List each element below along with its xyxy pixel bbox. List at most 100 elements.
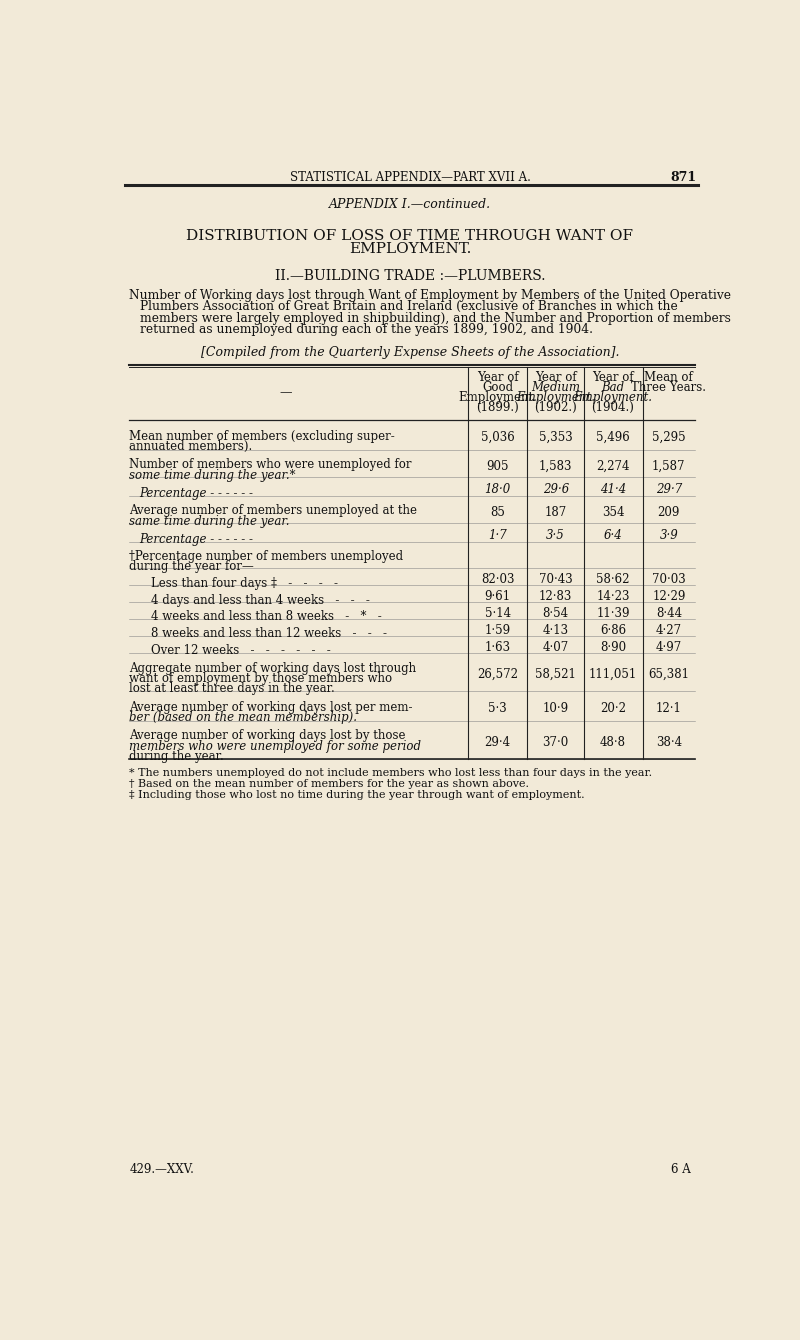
Text: same time during the year.: same time during the year. (130, 515, 290, 528)
Text: 11·39: 11·39 (596, 607, 630, 619)
Text: Good: Good (482, 381, 513, 394)
Text: 429.—XXV.: 429.—XXV. (130, 1163, 194, 1175)
Text: ber (based on the mean membership).: ber (based on the mean membership). (130, 712, 358, 724)
Text: returned as unemployed during each of the years 1899, 1902, and 1904.: returned as unemployed during each of th… (140, 323, 594, 336)
Text: 8·90: 8·90 (600, 641, 626, 654)
Text: 48·8: 48·8 (600, 736, 626, 749)
Text: 1,583: 1,583 (539, 460, 573, 473)
Text: during the year for—: during the year for— (130, 560, 254, 574)
Text: 5,036: 5,036 (481, 431, 514, 444)
Text: annuated members).: annuated members). (130, 440, 253, 453)
Text: 29·6: 29·6 (542, 482, 569, 496)
Text: 12·1: 12·1 (656, 702, 682, 716)
Text: 5,353: 5,353 (539, 431, 573, 444)
Text: 14·23: 14·23 (596, 590, 630, 603)
Text: Plumbers Association of Great Britain and Ireland (exclusive of Branches in whic: Plumbers Association of Great Britain an… (140, 300, 678, 314)
Text: 1·7: 1·7 (488, 529, 507, 541)
Text: —: — (280, 386, 292, 399)
Text: Less than four days ‡   -   -   -   -: Less than four days ‡ - - - - (151, 576, 338, 590)
Text: Number of Working days lost through Want of Employment by Members of the United : Number of Working days lost through Want… (130, 288, 731, 302)
Text: 12·83: 12·83 (539, 590, 572, 603)
Text: lost at least three days in the year.: lost at least three days in the year. (130, 682, 335, 695)
Text: 4·13: 4·13 (542, 623, 569, 636)
Text: Mean of: Mean of (645, 371, 694, 385)
Text: Mean number of members (excluding super-: Mean number of members (excluding super- (130, 430, 395, 442)
Text: Average number of working days lost by those: Average number of working days lost by t… (130, 729, 406, 742)
Text: Average number of working days lost per mem-: Average number of working days lost per … (130, 701, 413, 714)
Text: †Percentage number of members unemployed: †Percentage number of members unemployed (130, 549, 403, 563)
Text: 12·29: 12·29 (652, 590, 686, 603)
Text: 3·9: 3·9 (659, 529, 678, 541)
Text: 2,274: 2,274 (596, 460, 630, 473)
Text: 37·0: 37·0 (542, 736, 569, 749)
Text: Over 12 weeks   -   -   -   -   -   -: Over 12 weeks - - - - - - (151, 645, 331, 658)
Text: Number of members who were unemployed for: Number of members who were unemployed fo… (130, 458, 412, 472)
Text: (1899.): (1899.) (476, 401, 519, 414)
Text: 58,521: 58,521 (535, 669, 576, 681)
Text: 4·07: 4·07 (542, 641, 569, 654)
Text: want of employment by those members who: want of employment by those members who (130, 673, 393, 685)
Text: 58·62: 58·62 (596, 572, 630, 586)
Text: 6 A: 6 A (671, 1163, 690, 1175)
Text: 8·54: 8·54 (542, 607, 569, 619)
Text: 1·63: 1·63 (485, 641, 510, 654)
Text: 29·7: 29·7 (656, 482, 682, 496)
Text: 6·4: 6·4 (604, 529, 622, 541)
Text: Three Years.: Three Years. (631, 381, 706, 394)
Text: 209: 209 (658, 505, 680, 519)
Text: 82·03: 82·03 (481, 572, 514, 586)
Text: 85: 85 (490, 505, 505, 519)
Text: (1904.): (1904.) (592, 401, 634, 414)
Text: Aggregate number of working days lost through: Aggregate number of working days lost th… (130, 662, 417, 674)
Text: Percentage - - - - - -: Percentage - - - - - - (138, 486, 253, 500)
Text: 4·97: 4·97 (656, 641, 682, 654)
Text: 5·3: 5·3 (488, 702, 507, 716)
Text: 1·59: 1·59 (485, 623, 510, 636)
Text: APPENDIX I.—continued.: APPENDIX I.—continued. (329, 198, 491, 210)
Text: Bad: Bad (602, 381, 625, 394)
Text: 10·9: 10·9 (542, 702, 569, 716)
Text: 4 days and less than 4 weeks   -   -   -: 4 days and less than 4 weeks - - - (151, 594, 370, 607)
Text: 70·03: 70·03 (652, 572, 686, 586)
Text: Medium: Medium (531, 381, 580, 394)
Text: (1902.): (1902.) (534, 401, 577, 414)
Text: II.—BUILDING TRADE :—PLUMBERS.: II.—BUILDING TRADE :—PLUMBERS. (274, 268, 546, 283)
Text: EMPLOYMENT.: EMPLOYMENT. (349, 241, 471, 256)
Text: 187: 187 (545, 505, 567, 519)
Text: Average number of members unemployed at the: Average number of members unemployed at … (130, 504, 418, 517)
Text: † Based on the mean number of members for the year as shown above.: † Based on the mean number of members fo… (130, 779, 530, 789)
Text: Percentage - - - - - -: Percentage - - - - - - (138, 533, 253, 545)
Text: Employment.: Employment. (458, 391, 537, 405)
Text: members who were unemployed for some period: members who were unemployed for some per… (130, 740, 422, 753)
Text: 65,381: 65,381 (648, 669, 690, 681)
Text: 6·86: 6·86 (600, 623, 626, 636)
Text: 5,496: 5,496 (596, 431, 630, 444)
Text: 111,051: 111,051 (589, 669, 637, 681)
Text: 8·44: 8·44 (656, 607, 682, 619)
Text: Year of: Year of (535, 371, 577, 385)
Text: 4·27: 4·27 (656, 623, 682, 636)
Text: 5,295: 5,295 (652, 431, 686, 444)
Text: 41·4: 41·4 (600, 482, 626, 496)
Text: 29·4: 29·4 (485, 736, 510, 749)
Text: 9·61: 9·61 (485, 590, 510, 603)
Text: 5·14: 5·14 (485, 607, 510, 619)
Text: during the year.: during the year. (130, 750, 224, 764)
Text: some time during the year.*: some time during the year.* (130, 469, 296, 481)
Text: Year of: Year of (592, 371, 634, 385)
Text: * The numbers unemployed do not include members who lost less than four days in : * The numbers unemployed do not include … (130, 768, 653, 779)
Text: 1,587: 1,587 (652, 460, 686, 473)
Text: 354: 354 (602, 505, 624, 519)
Text: 8 weeks and less than 12 weeks   -   -   -: 8 weeks and less than 12 weeks - - - (151, 627, 387, 641)
Text: 26,572: 26,572 (477, 669, 518, 681)
Text: ‡ Including those who lost no time during the year through want of employment.: ‡ Including those who lost no time durin… (130, 789, 585, 800)
Text: 905: 905 (486, 460, 509, 473)
Text: 871: 871 (670, 170, 697, 184)
Text: 4 weeks and less than 8 weeks   -   *   -: 4 weeks and less than 8 weeks - * - (151, 611, 382, 623)
Text: 3·5: 3·5 (546, 529, 565, 541)
Text: Year of: Year of (477, 371, 518, 385)
Text: 20·2: 20·2 (600, 702, 626, 716)
Text: [Compiled from the Quarterly Expense Sheets of the Association].: [Compiled from the Quarterly Expense She… (201, 346, 619, 359)
Text: 70·43: 70·43 (539, 572, 573, 586)
Text: Employment.: Employment. (574, 391, 653, 405)
